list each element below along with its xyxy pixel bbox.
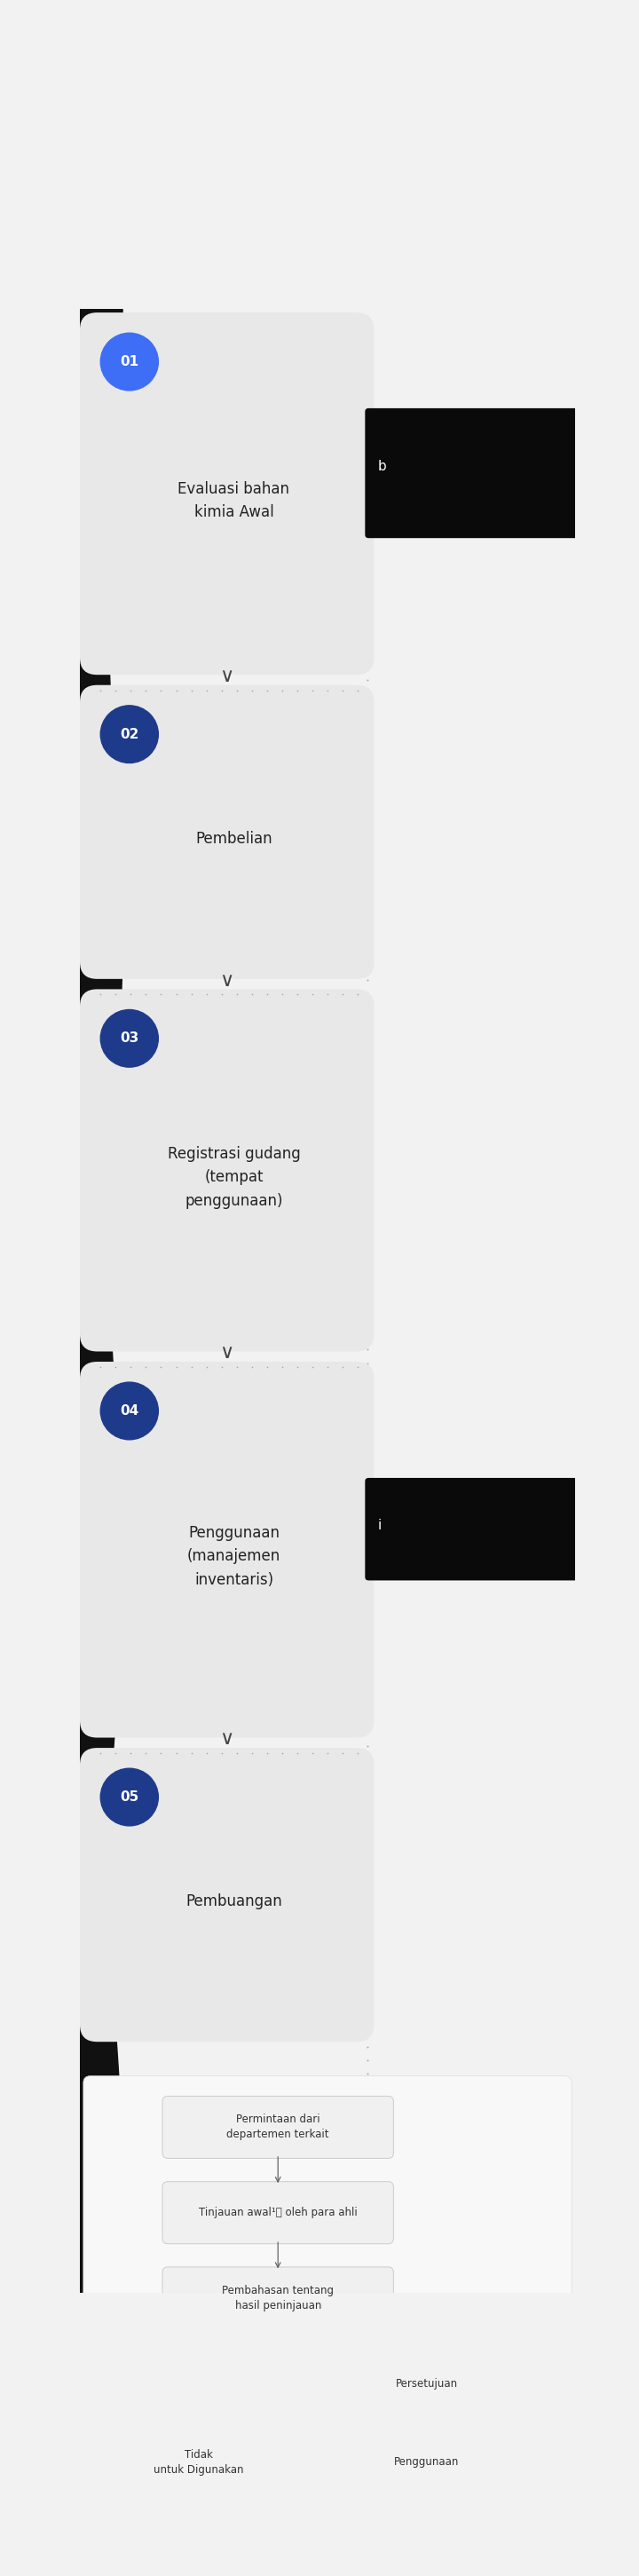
Text: ∨: ∨: [220, 1731, 234, 1749]
FancyBboxPatch shape: [365, 1479, 578, 1582]
FancyBboxPatch shape: [80, 685, 374, 979]
FancyBboxPatch shape: [83, 2514, 572, 2576]
Text: 04: 04: [120, 1404, 139, 1417]
Text: Permintaan dari
departemen terkait: Permintaan dari departemen terkait: [227, 2115, 329, 2141]
Text: Pembahasan tentang
hasil peninjauan: Pembahasan tentang hasil peninjauan: [222, 2285, 334, 2311]
Text: 02: 02: [120, 726, 139, 742]
FancyBboxPatch shape: [365, 407, 578, 538]
FancyBboxPatch shape: [80, 1749, 374, 2043]
Text: Registrasi gudang
(tempat
penggunaan): Registrasi gudang (tempat penggunaan): [167, 1146, 300, 1208]
FancyBboxPatch shape: [162, 2267, 394, 2329]
FancyBboxPatch shape: [352, 2357, 501, 2411]
Text: Penggunaan
(manajemen
inventaris): Penggunaan (manajemen inventaris): [187, 1525, 281, 1587]
Text: Pembelian: Pembelian: [196, 832, 272, 848]
Circle shape: [100, 1383, 158, 1440]
Text: ∨: ∨: [220, 971, 234, 989]
Text: Evaluasi bahan
kimia Awal: Evaluasi bahan kimia Awal: [178, 482, 289, 520]
Text: ∨: ∨: [220, 667, 234, 685]
Text: ∨: ∨: [220, 1345, 234, 1363]
FancyBboxPatch shape: [125, 2432, 273, 2494]
Text: Penggunaan: Penggunaan: [394, 2458, 459, 2468]
Text: 03: 03: [120, 1033, 139, 1046]
Circle shape: [100, 706, 158, 762]
Circle shape: [100, 1010, 158, 1066]
Text: 05: 05: [120, 1790, 139, 1803]
Text: i: i: [378, 1520, 381, 1533]
FancyBboxPatch shape: [80, 312, 374, 675]
Text: Persetujuan: Persetujuan: [396, 2378, 458, 2391]
Text: Tidak
untuk Digunakan: Tidak untuk Digunakan: [154, 2450, 243, 2476]
Text: b: b: [378, 459, 386, 474]
FancyBboxPatch shape: [80, 1363, 374, 1739]
Circle shape: [100, 1767, 158, 1826]
FancyBboxPatch shape: [162, 2182, 394, 2244]
Text: 01: 01: [120, 355, 139, 368]
Polygon shape: [80, 309, 123, 2293]
Text: Tinjauan awal¹⦾ oleh para ahli: Tinjauan awal¹⦾ oleh para ahli: [199, 2208, 357, 2218]
FancyBboxPatch shape: [162, 2097, 394, 2159]
FancyBboxPatch shape: [80, 989, 374, 1352]
FancyBboxPatch shape: [352, 2432, 501, 2494]
Circle shape: [100, 332, 158, 392]
FancyBboxPatch shape: [83, 2076, 572, 2576]
Text: Pembuangan: Pembuangan: [185, 1893, 282, 1909]
